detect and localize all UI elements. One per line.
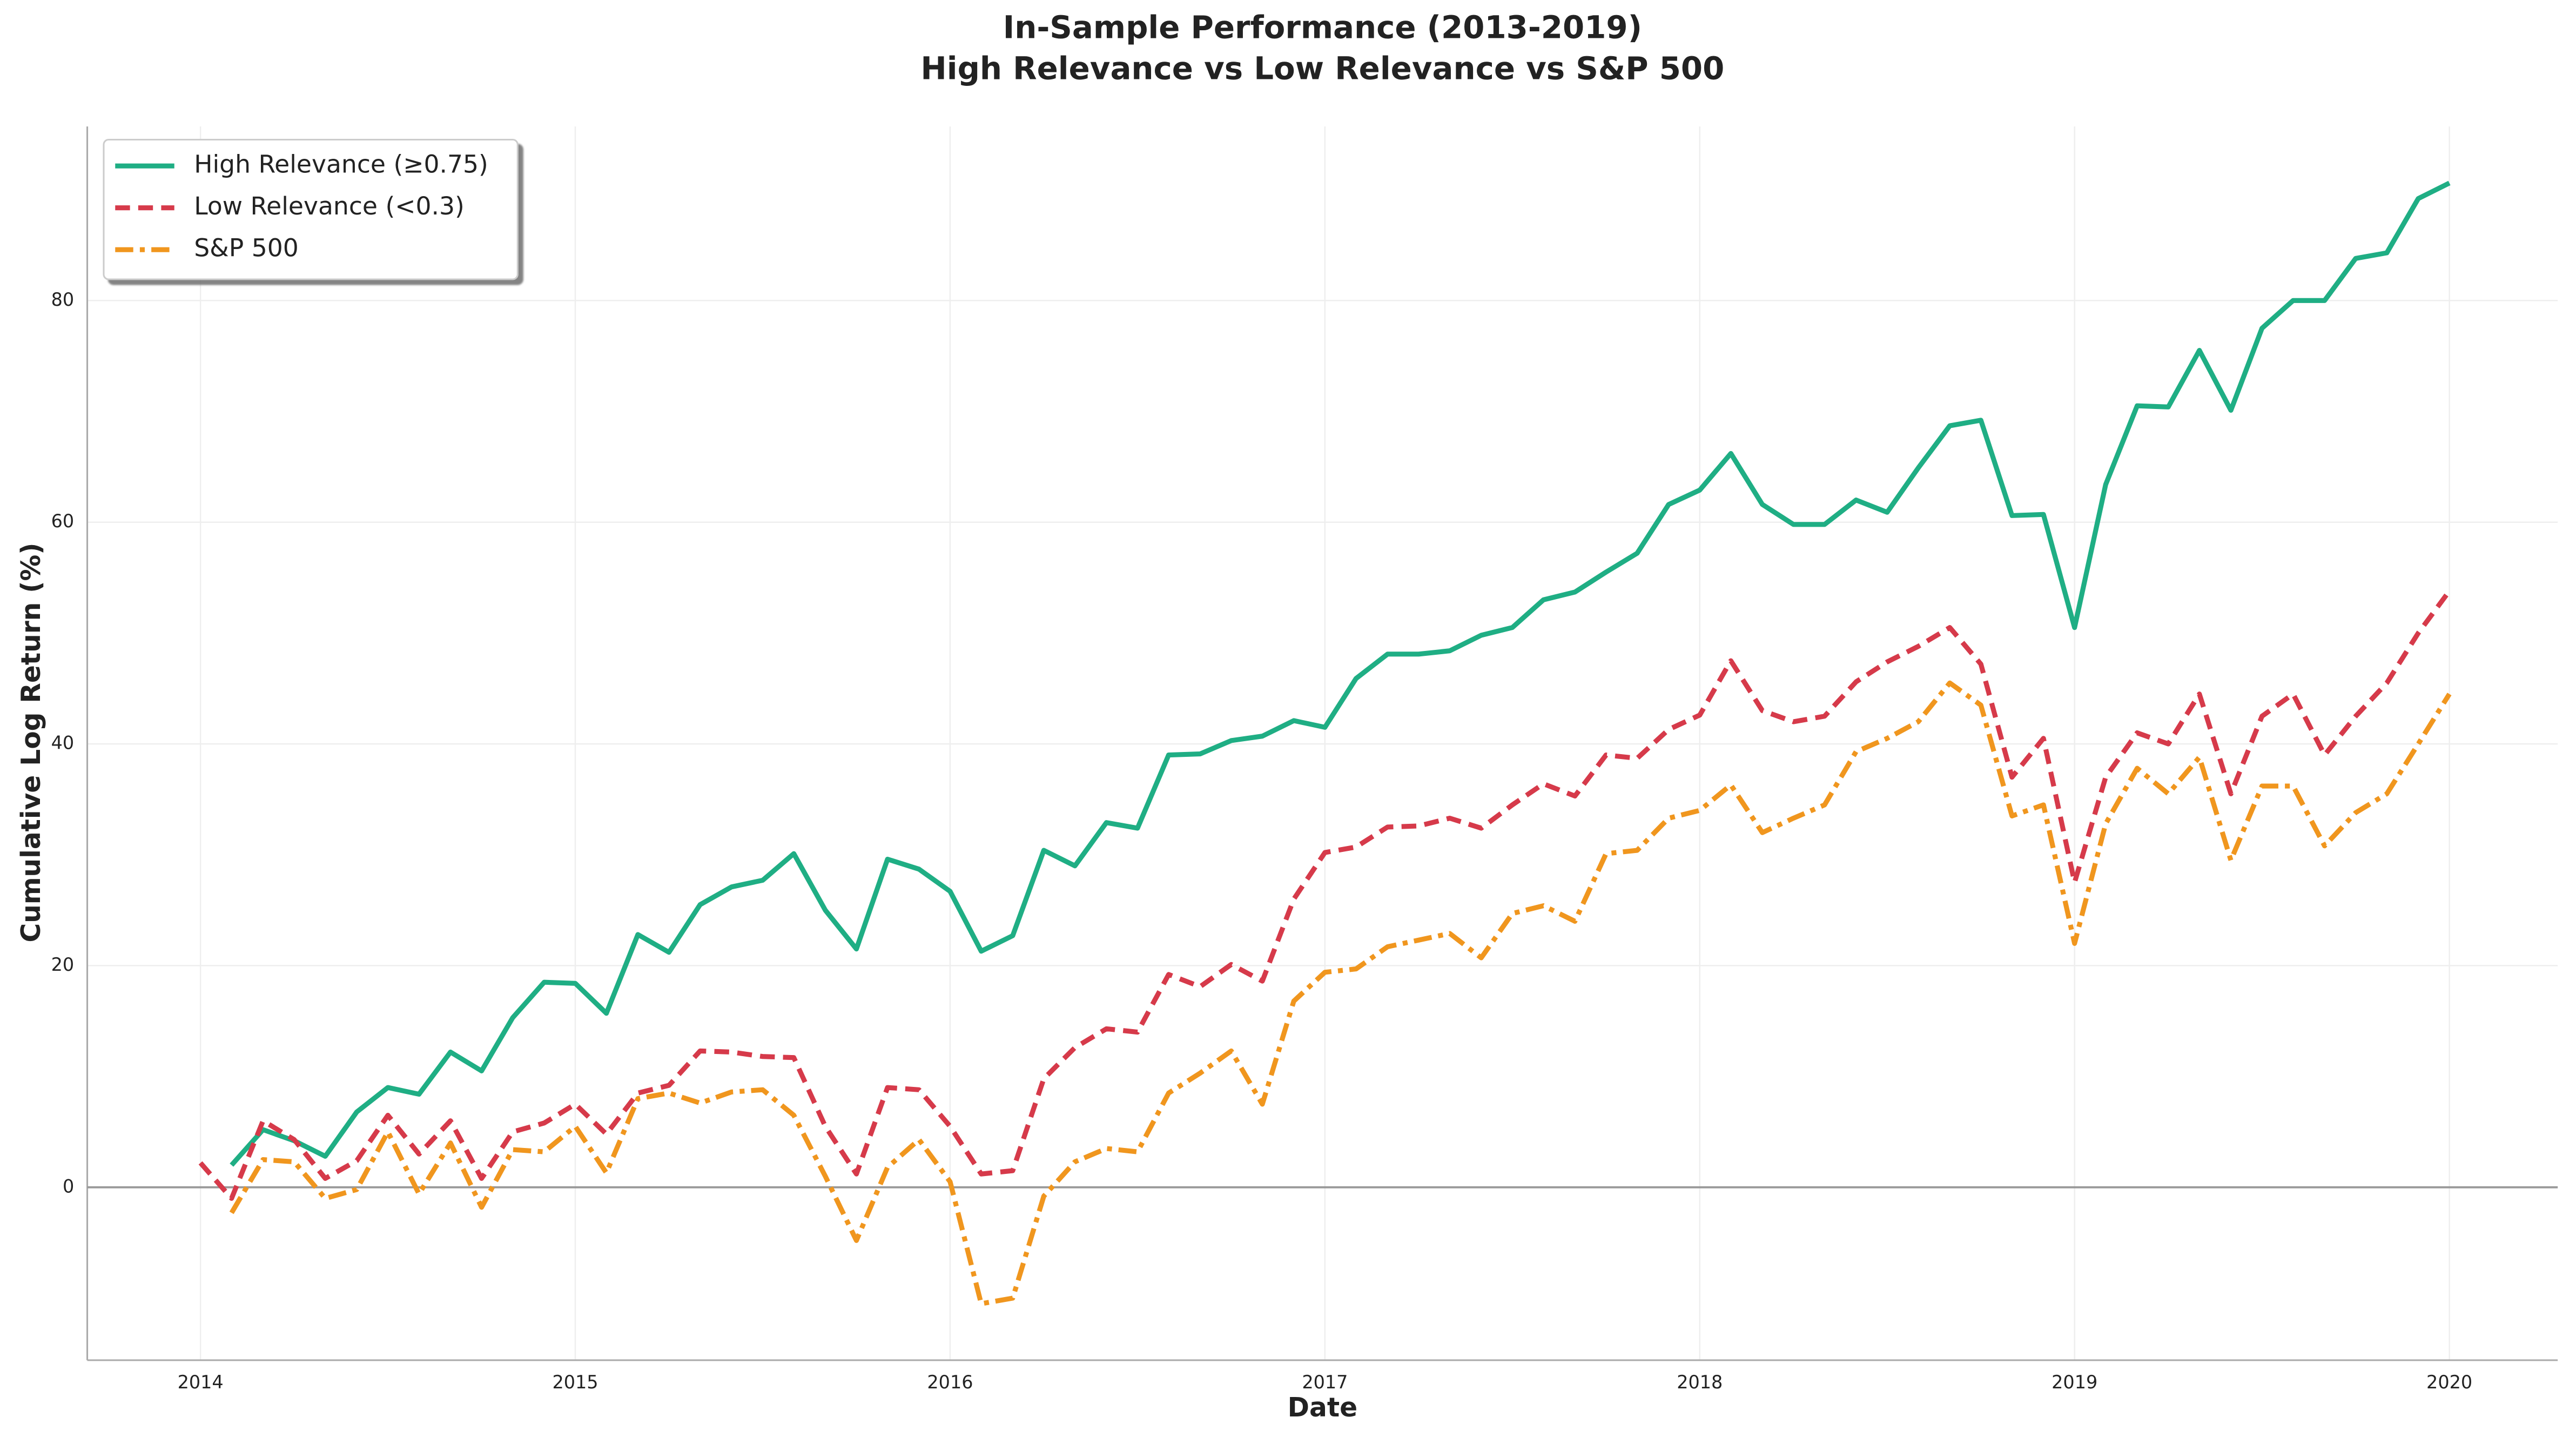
- x-tick-label: 2019: [2052, 1372, 2097, 1393]
- chart-title: In-Sample Performance (2013-2019): [1003, 9, 1642, 45]
- x-tick-label: 2015: [552, 1372, 598, 1393]
- legend-label: Low Relevance (<0.3): [194, 192, 465, 220]
- legend: High Relevance (≥0.75) Low Relevance (<0.…: [103, 138, 519, 280]
- y-tick-label: 40: [51, 733, 75, 754]
- legend-label: High Relevance (≥0.75): [194, 150, 488, 179]
- series-line: [229, 680, 2452, 1306]
- legend-box: [103, 138, 519, 280]
- y-tick-label: 60: [51, 511, 75, 532]
- x-tick-label: 2017: [1302, 1372, 1348, 1393]
- x-axis-label: Date: [1288, 1393, 1357, 1423]
- x-tick-label: 2018: [1677, 1372, 1723, 1393]
- y-tick-label: 80: [51, 289, 75, 310]
- series-line: [198, 589, 2452, 1201]
- y-tick-label: 20: [51, 954, 75, 975]
- series-line: [230, 180, 2451, 1167]
- x-tick-label: 2016: [927, 1372, 973, 1393]
- x-tick-label: 2014: [178, 1372, 224, 1393]
- y-tick-label: 0: [63, 1176, 74, 1197]
- x-tick-label: 2020: [2426, 1372, 2472, 1393]
- legend-label: S&P 500: [194, 234, 299, 263]
- chart-title: High Relevance vs Low Relevance vs S&P 5…: [920, 50, 1724, 86]
- y-axis-label: Cumulative Log Return (%): [16, 543, 46, 943]
